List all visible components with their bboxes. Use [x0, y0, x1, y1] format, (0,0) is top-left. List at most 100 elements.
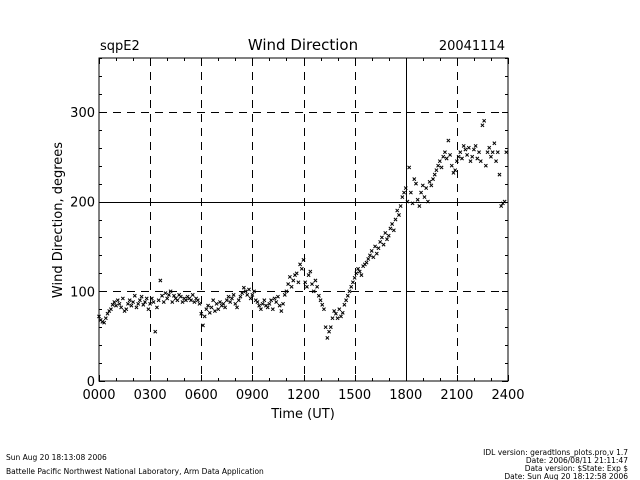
data-point — [102, 320, 107, 325]
data-point — [303, 280, 308, 285]
footer-lab: Battelle Pacific Northwest National Labo… — [6, 467, 264, 476]
x-tick-label-8: 2400 — [491, 388, 524, 403]
data-point — [132, 293, 137, 298]
data-point — [170, 300, 175, 304]
data-point — [304, 284, 309, 289]
footer-data-version: Data version: $State: Exp $ — [525, 464, 629, 473]
data-point — [456, 154, 461, 159]
data-point — [141, 302, 146, 307]
data-point — [478, 159, 483, 164]
data-point — [395, 208, 400, 213]
data-point — [332, 309, 337, 313]
data-point — [165, 296, 170, 301]
data-point — [270, 307, 275, 312]
data-point — [112, 300, 117, 304]
data-point — [291, 278, 296, 283]
data-point — [149, 296, 154, 301]
data-point — [344, 298, 349, 303]
y-tick-label-1: 100 — [70, 285, 95, 300]
data-point — [137, 298, 142, 303]
data-point — [277, 303, 282, 308]
data-point — [366, 257, 371, 261]
data-point — [489, 154, 493, 159]
data-point — [495, 150, 500, 155]
data-point — [391, 228, 396, 233]
data-point — [379, 235, 384, 240]
data-point — [393, 217, 398, 222]
data-point — [286, 282, 291, 287]
data-point — [385, 237, 389, 242]
data-point — [202, 314, 207, 319]
data-point — [383, 231, 388, 235]
data-point — [110, 302, 115, 307]
data-point — [333, 311, 338, 316]
data-point — [166, 292, 171, 297]
data-point — [178, 294, 183, 299]
date-label: 20041114 — [439, 39, 505, 54]
data-point — [245, 292, 250, 297]
data-point — [376, 246, 381, 251]
data-point — [485, 150, 490, 155]
data-point — [262, 298, 267, 303]
x-axis-label: Time (UT) — [270, 407, 335, 422]
data-point — [209, 305, 214, 310]
data-point — [499, 204, 504, 208]
data-point — [252, 289, 257, 294]
data-point — [168, 289, 173, 294]
data-point — [483, 163, 488, 168]
data-point — [473, 143, 478, 148]
data-point — [156, 298, 161, 303]
data-points — [97, 118, 509, 340]
data-point — [136, 301, 141, 306]
data-point — [412, 177, 417, 182]
data-point — [497, 172, 502, 177]
data-point — [243, 289, 248, 294]
data-point — [131, 300, 136, 304]
data-point — [274, 300, 279, 304]
data-point — [357, 269, 362, 274]
data-point — [492, 141, 497, 146]
data-point — [134, 305, 139, 310]
data-point — [204, 307, 209, 312]
grid — [99, 58, 508, 381]
data-point — [475, 156, 480, 161]
data-point — [287, 274, 292, 279]
data-point — [320, 302, 325, 307]
y-tick-labels: 0 100 200 300 — [70, 106, 95, 390]
footer-timestamp: Sun Aug 20 18:13:08 2006 — [6, 453, 107, 462]
data-point — [354, 271, 359, 276]
data-point — [269, 298, 274, 303]
data-point — [323, 325, 328, 330]
data-point — [120, 296, 125, 301]
data-point — [313, 278, 318, 283]
data-point — [405, 199, 410, 204]
data-point — [298, 262, 303, 267]
data-point — [241, 285, 246, 290]
data-point — [487, 145, 492, 150]
data-point — [105, 311, 110, 316]
data-point — [233, 301, 238, 306]
data-point — [282, 292, 287, 297]
data-point — [466, 145, 471, 150]
data-point — [408, 190, 413, 195]
data-point — [427, 179, 432, 184]
data-point — [321, 307, 326, 312]
data-point — [310, 282, 314, 287]
data-point — [419, 190, 424, 195]
data-point — [465, 152, 470, 157]
data-point — [299, 266, 304, 271]
data-point — [436, 163, 441, 168]
data-point — [441, 154, 446, 159]
data-point — [356, 266, 360, 271]
data-point — [144, 296, 149, 301]
data-point — [458, 150, 463, 155]
y-axis-label: Wind Direction, degrees — [51, 142, 66, 298]
data-point — [272, 296, 277, 301]
data-point — [422, 195, 427, 200]
data-point — [386, 233, 391, 238]
data-point — [175, 298, 180, 303]
data-point — [490, 150, 495, 155]
x-tick-label-0: 0000 — [82, 388, 115, 403]
data-point — [236, 298, 241, 303]
x-tick-label-4: 1200 — [287, 388, 320, 403]
